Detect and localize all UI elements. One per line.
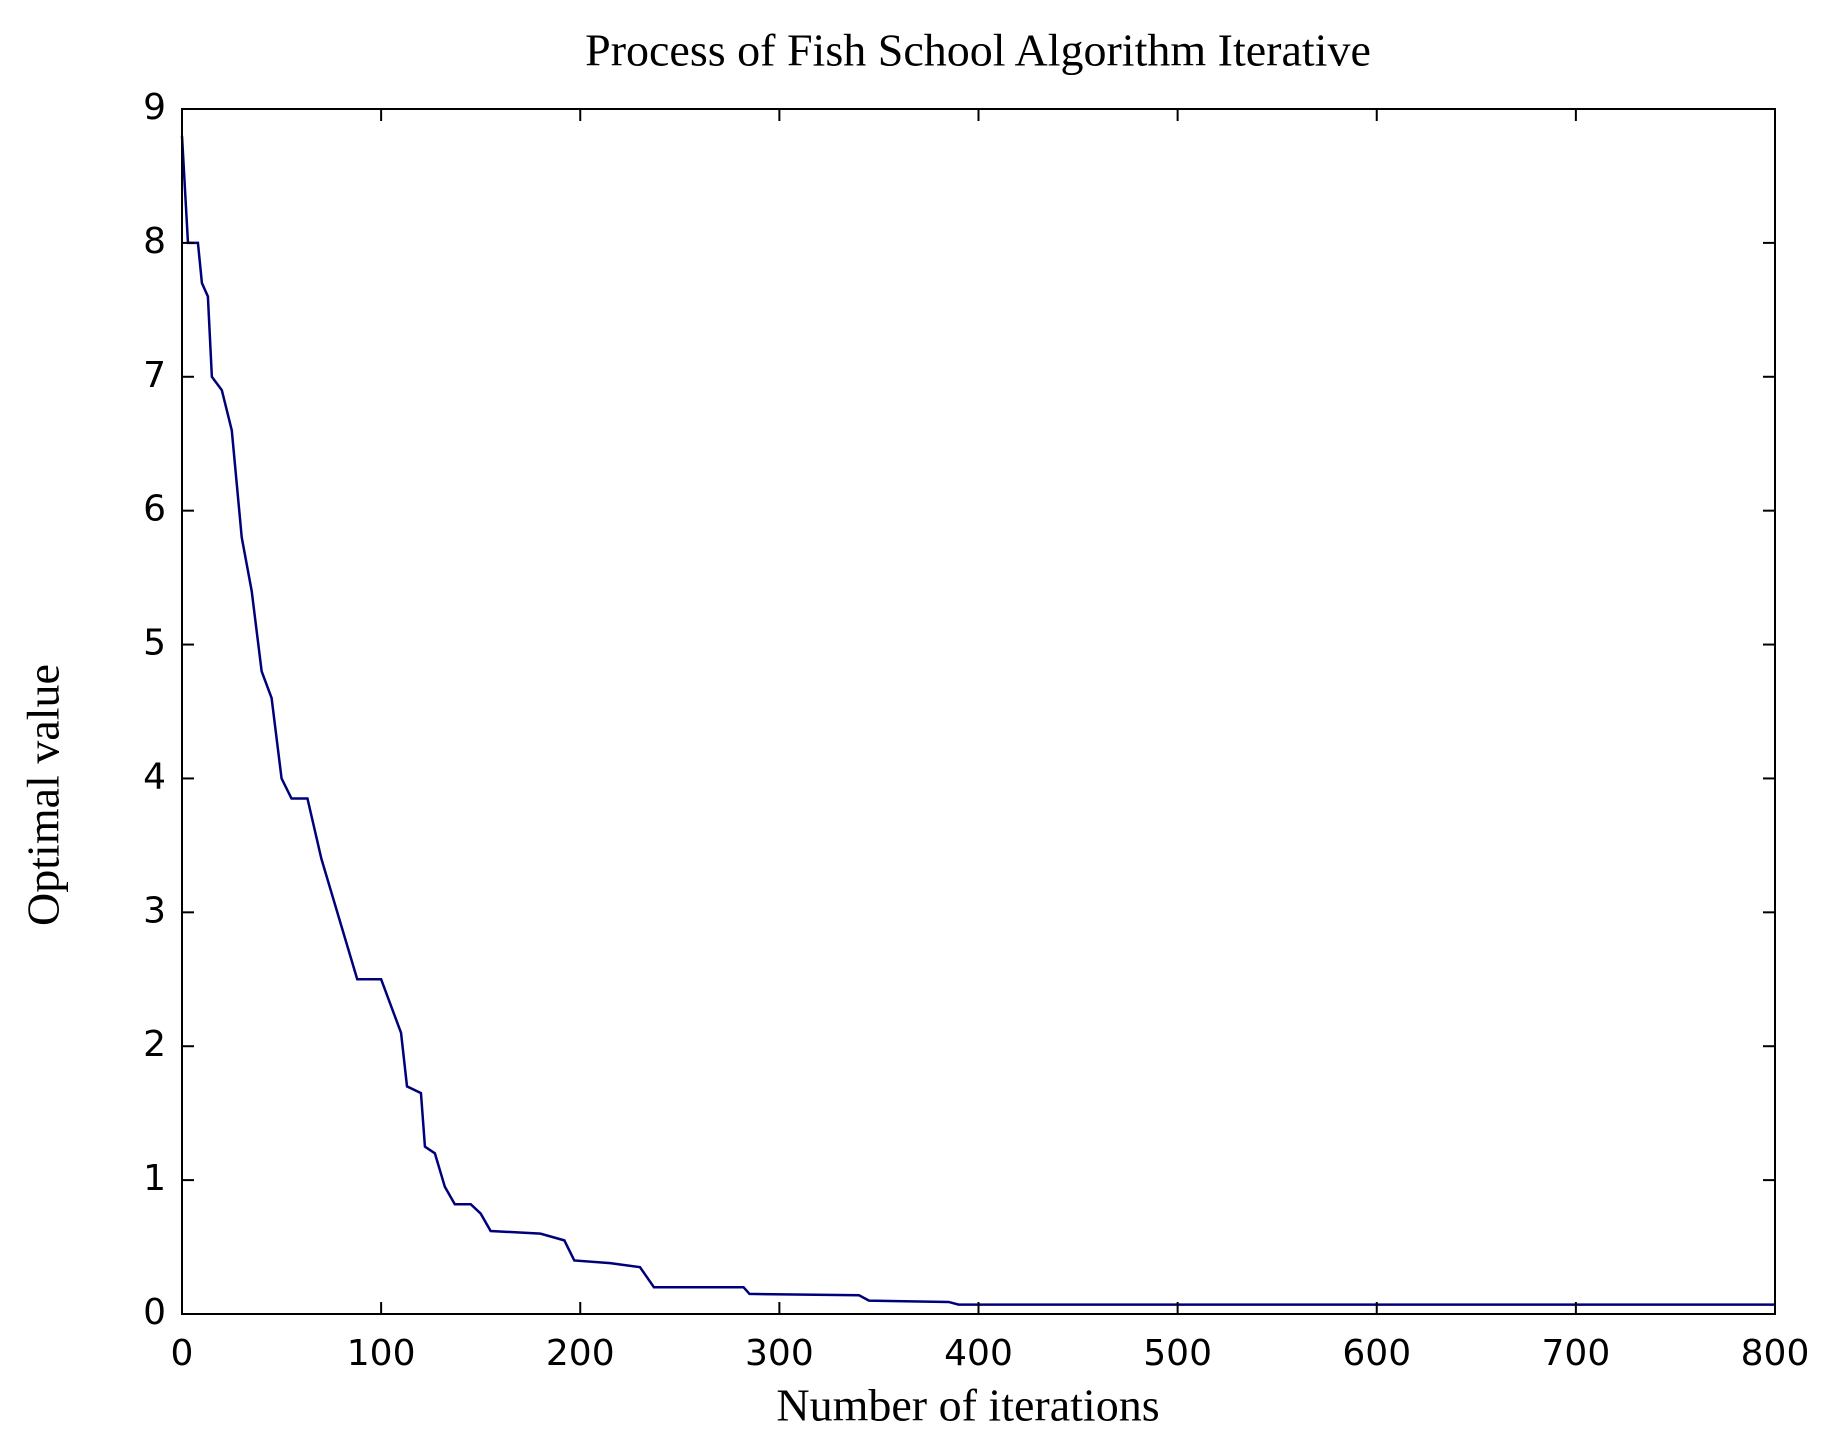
x-tick-label: 700 (1542, 1333, 1611, 1374)
y-tick-label: 2 (143, 1024, 166, 1065)
x-tick-label: 500 (1143, 1333, 1212, 1374)
x-tick-label: 400 (944, 1333, 1013, 1374)
y-axis-label: Optimal value (18, 664, 69, 926)
y-tick-label: 1 (143, 1158, 166, 1199)
y-tick-label: 9 (143, 87, 166, 128)
x-tick-label: 300 (745, 1333, 814, 1374)
x-axis-label: Number of iterations (776, 1380, 1159, 1431)
y-tick-label: 4 (143, 756, 166, 797)
x-tick-label: 0 (171, 1333, 194, 1374)
x-tick-label: 100 (347, 1333, 416, 1374)
x-tick-label: 600 (1342, 1333, 1411, 1374)
y-tick-label: 8 (143, 221, 166, 262)
y-tick-label: 5 (143, 623, 166, 664)
x-tick-label: 800 (1741, 1333, 1810, 1374)
chart-title: Process of Fish School Algorithm Iterati… (585, 25, 1371, 76)
x-tick-label: 200 (546, 1333, 615, 1374)
y-tick-label: 3 (143, 890, 166, 931)
y-tick-label: 7 (143, 355, 166, 396)
y-tick-label: 6 (143, 489, 166, 530)
data-line (180, 135, 1775, 1306)
y-tick-label: 0 (143, 1292, 166, 1333)
